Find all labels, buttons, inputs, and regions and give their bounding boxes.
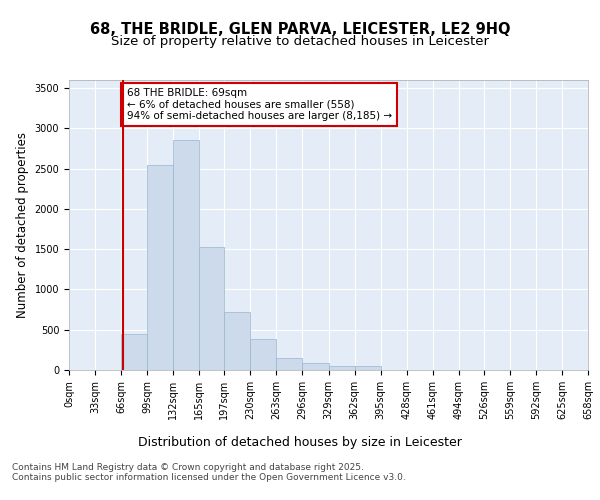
Bar	[147, 166, 173, 370]
Text: Size of property relative to detached houses in Leicester: Size of property relative to detached ho…	[111, 35, 489, 48]
Text: 68 THE BRIDLE: 69sqm
← 6% of detached houses are smaller (558)
94% of semi-detac: 68 THE BRIDLE: 69sqm ← 6% of detached ho…	[127, 88, 392, 122]
Bar	[329, 366, 355, 370]
Text: Contains HM Land Registry data © Crown copyright and database right 2025.: Contains HM Land Registry data © Crown c…	[12, 464, 364, 472]
Bar	[121, 334, 147, 370]
Bar	[355, 366, 380, 370]
Bar	[199, 246, 224, 370]
Bar	[277, 358, 302, 370]
Text: 68, THE BRIDLE, GLEN PARVA, LEICESTER, LE2 9HQ: 68, THE BRIDLE, GLEN PARVA, LEICESTER, L…	[90, 22, 510, 38]
Y-axis label: Number of detached properties: Number of detached properties	[16, 132, 29, 318]
Text: Distribution of detached houses by size in Leicester: Distribution of detached houses by size …	[138, 436, 462, 449]
Text: Contains public sector information licensed under the Open Government Licence v3: Contains public sector information licen…	[12, 474, 406, 482]
Bar	[224, 312, 250, 370]
Bar	[302, 363, 329, 370]
Bar	[250, 338, 277, 370]
Bar	[173, 140, 199, 370]
